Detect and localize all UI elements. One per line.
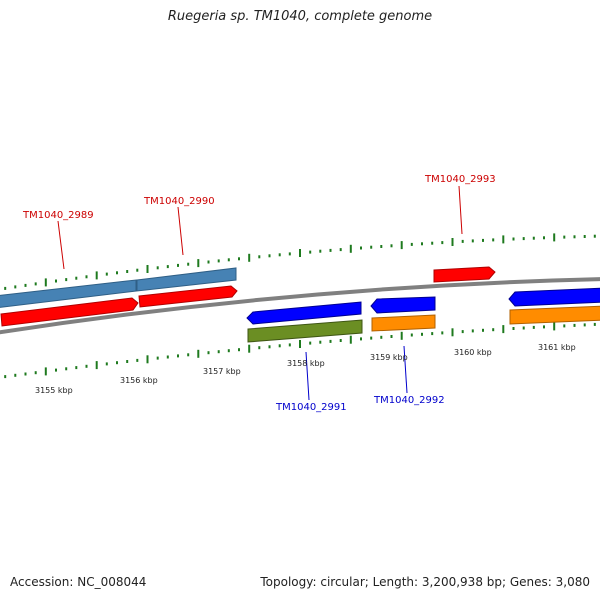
tick-label-3161: 3161 kbp: [538, 343, 576, 352]
cds-2993-red[interactable]: [433, 266, 496, 283]
gene-label-2990[interactable]: TM1040_2990: [143, 196, 215, 207]
genome-backbone: [0, 277, 600, 335]
cds-2992-blue[interactable]: [370, 296, 436, 314]
gene-2989-steelblue[interactable]: [0, 279, 137, 308]
genome-summary-text: Topology: circular; Length: 3,200,938 bp…: [260, 575, 590, 589]
gene-2991-olive[interactable]: [247, 319, 363, 343]
gene-next-orange[interactable]: [509, 305, 600, 325]
label-line-2991: [305, 351, 310, 401]
gene-label-2989[interactable]: TM1040_2989: [22, 210, 94, 221]
label-line-2989: [57, 220, 65, 270]
gene-label-2991[interactable]: TM1040_2991: [275, 402, 347, 413]
tick-label-3157: 3157 kbp: [203, 367, 241, 376]
tick-label-3158: 3158 kbp: [287, 359, 325, 368]
tick-label-3156: 3156 kbp: [120, 376, 158, 385]
cds-next-blue[interactable]: [508, 287, 600, 307]
label-line-2990: [177, 206, 184, 256]
upper-tick-rail: [4, 233, 596, 290]
accession-text: Accession: NC_008044: [10, 575, 147, 589]
lower-tick-rail: [4, 322, 596, 379]
gene-2990-steelblue[interactable]: [136, 267, 237, 292]
tick-label-3155: 3155 kbp: [35, 386, 73, 395]
map-title: Ruegeria sp. TM1040, complete genome: [167, 9, 433, 24]
gene-label-2993[interactable]: TM1040_2993: [424, 174, 496, 185]
tick-label-3159: 3159 kbp: [370, 353, 408, 362]
tick-label-3160: 3160 kbp: [454, 348, 492, 357]
cds-2990-red[interactable]: [138, 285, 238, 308]
cds-2989-red[interactable]: [0, 297, 139, 327]
gene-label-2992[interactable]: TM1040_2992: [373, 395, 445, 406]
label-line-2992: [403, 345, 408, 394]
label-line-2993: [458, 185, 463, 235]
gene-2992-orange[interactable]: [371, 314, 436, 332]
cds-2991-blue[interactable]: [246, 301, 362, 325]
